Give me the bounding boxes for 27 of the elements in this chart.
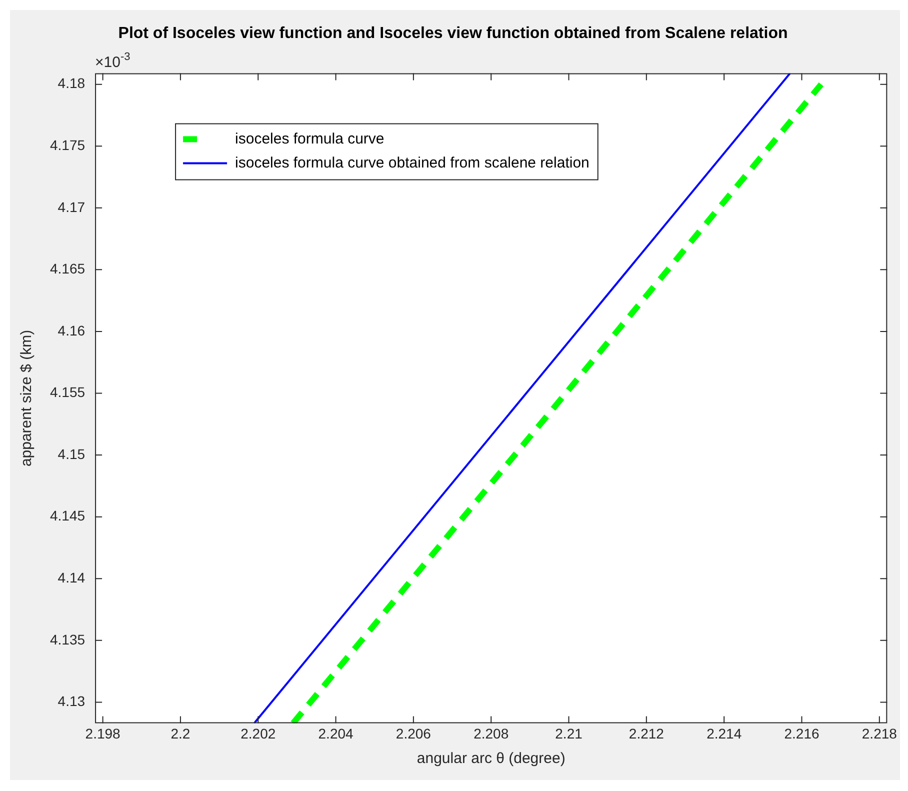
y-tick-label: 4.175 xyxy=(50,136,86,153)
y-tick-label: 4.16 xyxy=(58,322,86,338)
legend-label: isoceles formula curve obtained from scalene relation xyxy=(235,154,590,172)
x-tick-label: 2.208 xyxy=(474,725,509,742)
x-tick-label: 2.21 xyxy=(555,725,583,742)
x-tick-label: 2.204 xyxy=(318,725,354,742)
x-tick-label: 2.218 xyxy=(862,725,898,742)
y-tick-label: 4.13 xyxy=(58,693,86,710)
y-tick-label: 4.18 xyxy=(58,75,86,92)
y-tick-label: 4.155 xyxy=(50,384,86,400)
legend-label: isoceles formula curve xyxy=(235,130,384,148)
x-tick-label: 2.214 xyxy=(706,725,742,742)
y-tick-label: 4.165 xyxy=(50,260,86,277)
y-tick-label: 4.145 xyxy=(50,508,86,524)
y-tick-label: 4.15 xyxy=(58,446,86,462)
x-tick-label: 2.216 xyxy=(784,725,820,742)
x-tick-label: 2.2 xyxy=(170,725,190,742)
y-axis-title: apparent size $ (km) xyxy=(18,330,36,467)
y-tick-label: 4.17 xyxy=(58,198,86,215)
x-tick-label: 2.202 xyxy=(240,725,276,742)
x-axis-title: angular arc θ (degree) xyxy=(416,750,566,768)
y-tick-label: 4.14 xyxy=(58,569,86,586)
chart-title: Plot of Isoceles view function and Isoceles view function obtained from Scalene relation xyxy=(118,25,788,42)
y-tick-label: 4.135 xyxy=(50,631,86,648)
x-tick-label: 2.212 xyxy=(628,725,664,742)
x-tick-label: 2.206 xyxy=(396,725,432,742)
x-tick-label: 2.198 xyxy=(85,725,121,742)
